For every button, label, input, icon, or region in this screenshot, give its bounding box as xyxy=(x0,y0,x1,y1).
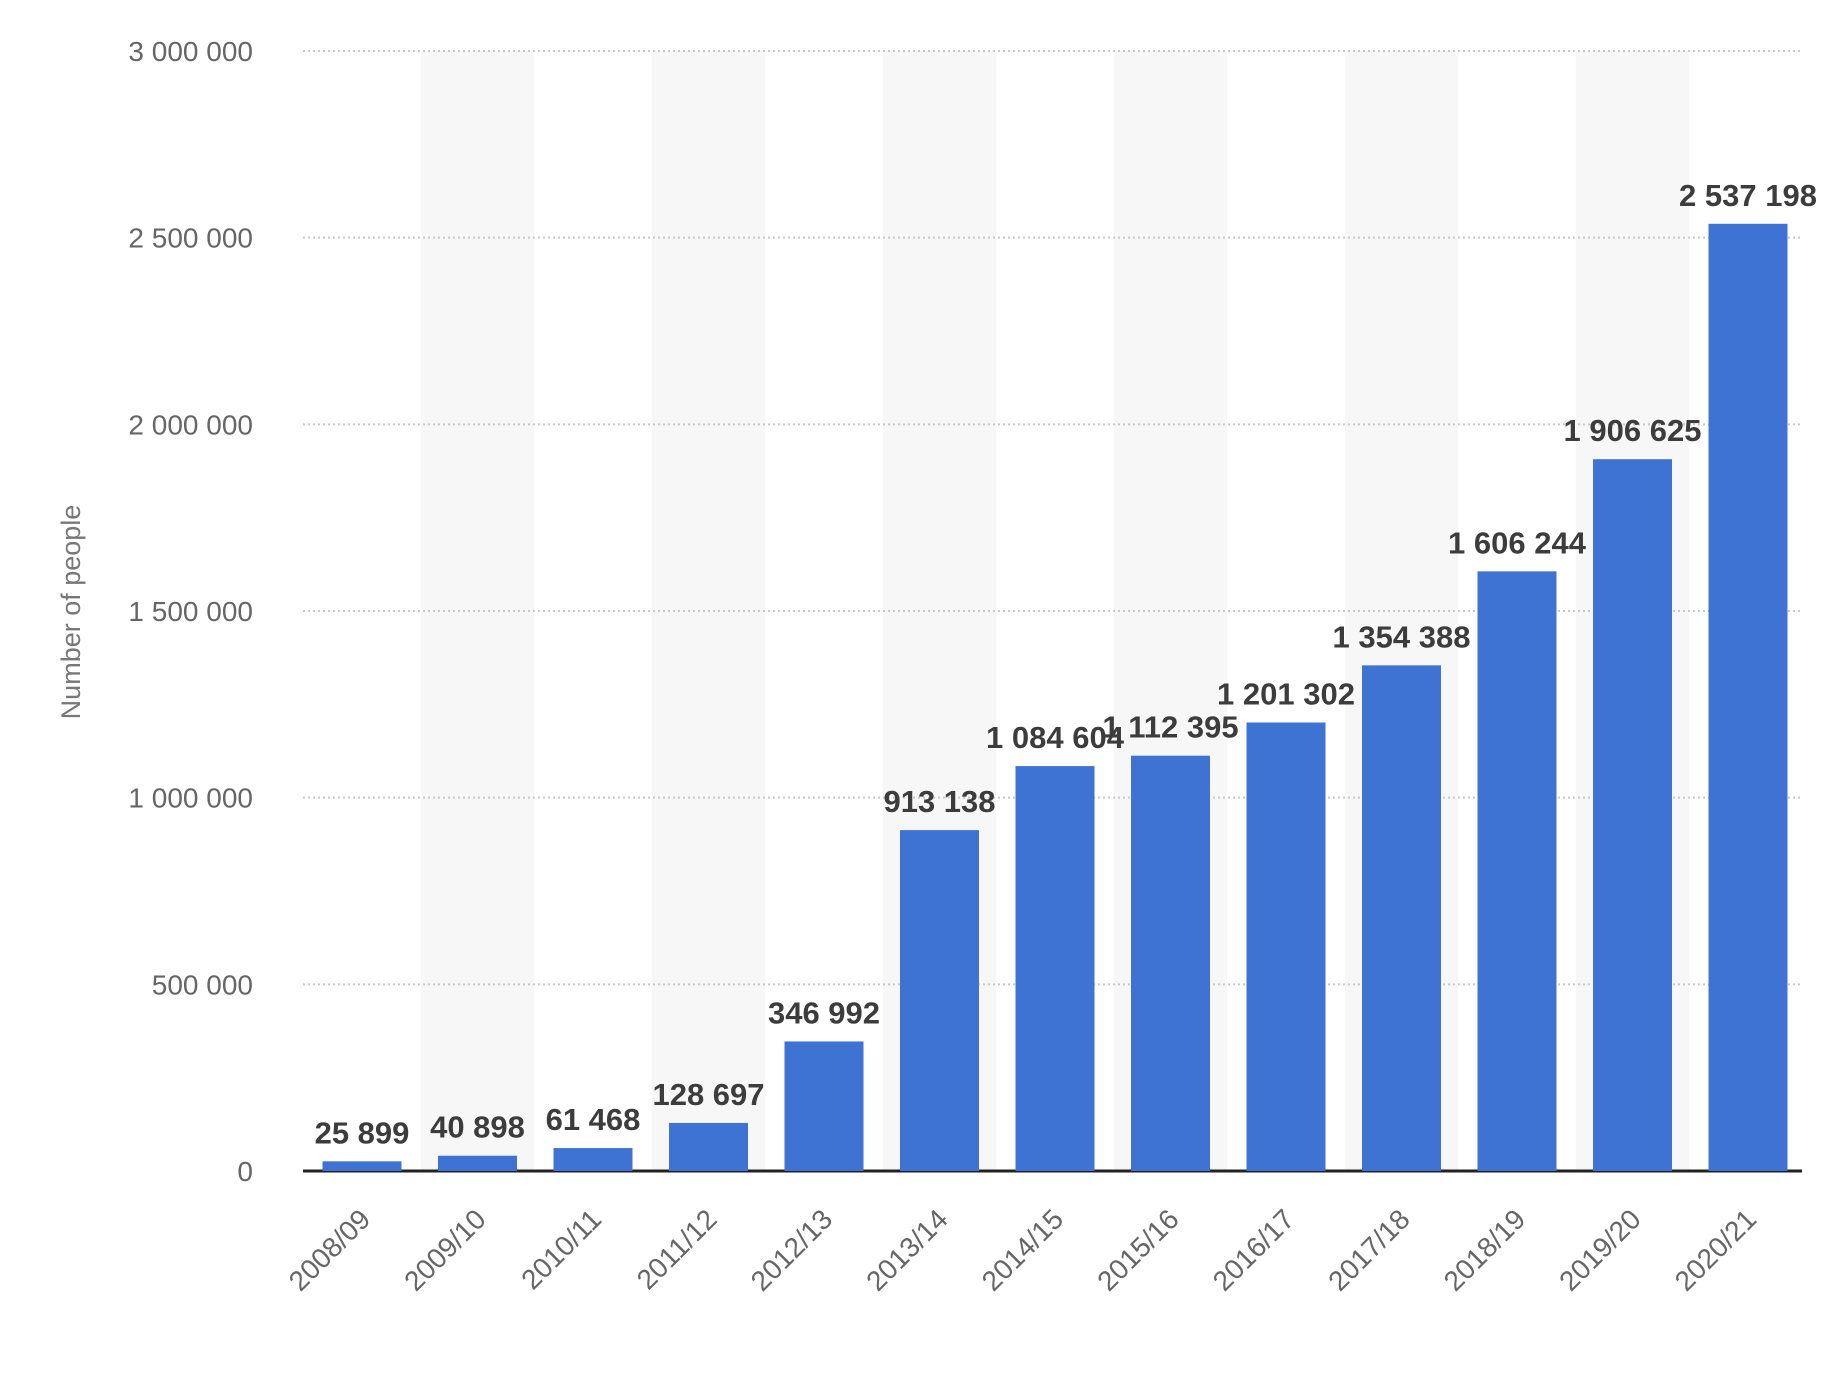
data-label: 40 898 xyxy=(430,1110,525,1145)
bar xyxy=(900,830,979,1171)
y-tick-label: 0 xyxy=(237,1156,253,1187)
x-tick-label: 2019/20 xyxy=(1553,1203,1646,1296)
data-label: 25 899 xyxy=(315,1115,410,1150)
data-label: 913 138 xyxy=(883,784,995,819)
data-label: 1 906 625 xyxy=(1564,413,1702,448)
data-label: 1 112 395 xyxy=(1102,710,1238,745)
bar xyxy=(669,1122,748,1171)
x-tick-label: 2011/12 xyxy=(631,1203,723,1295)
y-tick-label: 3 000 000 xyxy=(128,36,253,67)
bar xyxy=(553,1148,633,1171)
bar xyxy=(322,1161,402,1171)
data-label: 128 697 xyxy=(652,1077,764,1112)
bar xyxy=(1708,223,1788,1171)
bar xyxy=(1131,755,1210,1171)
bar xyxy=(1593,459,1672,1171)
bar xyxy=(1362,665,1441,1171)
x-tick-label: 2010/11 xyxy=(515,1203,607,1295)
data-label: 1 354 388 xyxy=(1333,619,1471,654)
data-label: 2 537 198 xyxy=(1679,178,1817,213)
data-label: 1 201 302 xyxy=(1217,677,1355,712)
x-tick-label: 2012/13 xyxy=(745,1203,838,1296)
y-tick-label: 1 000 000 xyxy=(128,783,253,814)
y-tick-label: 2 000 000 xyxy=(128,409,253,440)
column-band xyxy=(420,51,535,1171)
x-tick-label: 2014/15 xyxy=(976,1203,1069,1296)
y-axis-title: Number of people xyxy=(56,505,86,720)
x-tick-label: 2009/10 xyxy=(398,1203,491,1296)
bar xyxy=(438,1155,517,1171)
bar xyxy=(784,1041,864,1171)
x-tick-label: 2017/18 xyxy=(1322,1203,1415,1296)
x-tick-label: 2013/14 xyxy=(860,1203,953,1296)
y-tick-label: 1 500 000 xyxy=(128,596,253,627)
bar xyxy=(1015,766,1095,1171)
bar xyxy=(1477,571,1557,1171)
x-tick-label: 2008/09 xyxy=(283,1203,376,1296)
x-tick-label: 2018/19 xyxy=(1438,1203,1531,1296)
y-tick-label: 2 500 000 xyxy=(128,223,253,254)
x-tick-label: 2020/21 xyxy=(1669,1203,1762,1296)
x-tick-label: 2015/16 xyxy=(1091,1203,1184,1296)
data-label: 346 992 xyxy=(768,995,880,1030)
x-tick-label: 2016/17 xyxy=(1207,1203,1300,1296)
data-label: 1 084 604 xyxy=(986,720,1125,755)
data-label: 1 606 244 xyxy=(1448,525,1587,560)
data-label: 61 468 xyxy=(546,1102,641,1137)
y-tick-label: 500 000 xyxy=(152,969,253,1000)
bar xyxy=(1246,722,1326,1171)
